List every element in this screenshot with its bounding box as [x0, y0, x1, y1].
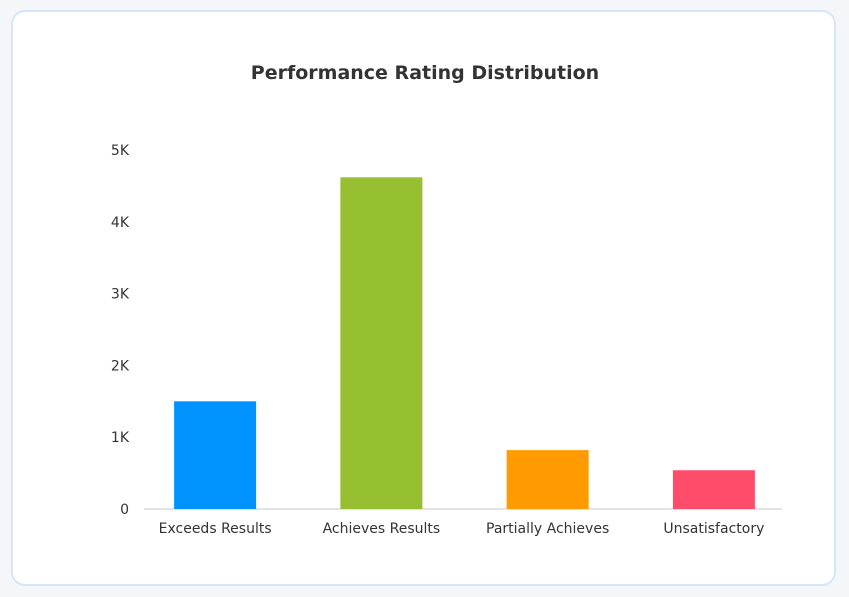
bar[interactable]: [340, 177, 423, 509]
chart-title: Performance Rating Distribution: [251, 62, 599, 84]
y-tick-label: 2K: [111, 358, 130, 374]
y-tick-label: 4K: [111, 215, 130, 231]
x-category-label: Exceeds Results: [159, 521, 272, 537]
x-category-label: Partially Achieves: [486, 521, 609, 537]
y-tick-label: 3K: [111, 287, 130, 303]
x-category-label: Unsatisfactory: [663, 521, 764, 537]
y-tick-label: 5K: [111, 143, 130, 159]
y-tick-label: 0: [120, 502, 129, 518]
bars-group: [174, 177, 755, 509]
y-axis-ticks: 0 1K 2K 3K 4K 5K: [111, 143, 130, 518]
bar[interactable]: [506, 450, 589, 509]
category-labels: Exceeds Results Achieves Results Partially…: [159, 521, 765, 537]
x-category-label: Achieves Results: [323, 521, 441, 537]
bar[interactable]: [672, 470, 755, 509]
bar[interactable]: [174, 401, 257, 509]
y-tick-label: 1K: [111, 430, 130, 446]
